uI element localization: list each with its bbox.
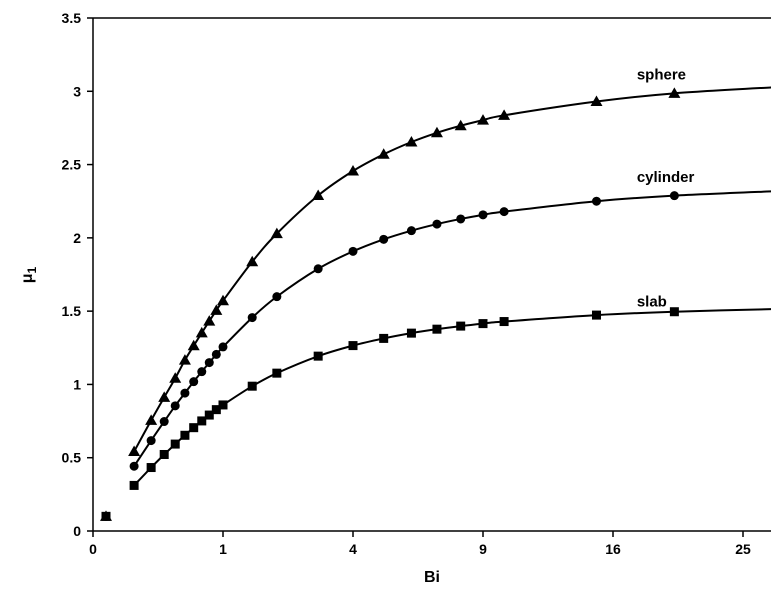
- data-point-cylinder: [159, 417, 169, 427]
- data-point-sphere: [312, 189, 325, 200]
- data-point-sphere: [128, 445, 141, 457]
- data-point-cylinder: [197, 367, 207, 377]
- data-point-sphere: [347, 165, 359, 176]
- y-tick-label: 3.5: [62, 10, 82, 26]
- x-ticks: 0 1 4 9 16 25: [89, 531, 751, 557]
- data-point-sphere: [169, 372, 182, 383]
- data-point-sphere: [158, 391, 171, 402]
- data-point-sphere: [210, 304, 223, 315]
- y-axis-title: μ1: [19, 266, 39, 283]
- data-point-slab: [159, 449, 169, 459]
- series-lines: [133, 86, 771, 487]
- data-point-slab: [313, 351, 323, 361]
- data-point-cylinder: [591, 196, 601, 206]
- data-point-cylinder: [432, 219, 442, 229]
- data-point-cylinder: [146, 436, 156, 446]
- plot-area: [92, 17, 771, 532]
- data-point-slab: [499, 317, 509, 327]
- data-point-sphere: [187, 339, 200, 351]
- y-ticks: 0 0.5 1 1.5 2 2.5 3 3.5: [62, 10, 93, 539]
- data-point-slab: [348, 341, 358, 351]
- data-point-cylinder: [189, 377, 199, 387]
- y-tick-label: 0: [73, 523, 81, 539]
- y-tick-label: 2.5: [62, 157, 82, 173]
- data-point-slab: [247, 381, 257, 391]
- data-point-sphere: [270, 227, 283, 239]
- x-tick-label: 25: [735, 541, 751, 557]
- series-line-slab: [133, 308, 771, 487]
- x-tick-label: 4: [349, 541, 357, 557]
- x-tick-label: 0: [89, 541, 97, 557]
- data-point-cylinder: [313, 264, 323, 274]
- data-point-sphere: [178, 354, 191, 365]
- data-point-cylinder: [379, 234, 389, 244]
- data-point-sphere: [195, 326, 208, 338]
- x-tick-label: 9: [479, 541, 487, 557]
- data-point-slab: [669, 307, 679, 317]
- data-point-slab: [204, 410, 214, 420]
- data-point-slab: [379, 333, 389, 343]
- y-tick-label: 1: [73, 376, 81, 392]
- data-point-slab: [189, 423, 199, 433]
- data-point-sphere: [217, 294, 229, 306]
- data-point-cylinder: [247, 313, 257, 323]
- data-point-slab: [456, 321, 466, 331]
- series-label-cylinder: cylinder: [637, 169, 695, 186]
- data-point-cylinder: [456, 214, 466, 224]
- data-point-cylinder: [180, 388, 190, 398]
- data-point-sphere: [454, 119, 467, 131]
- data-point-slab: [129, 480, 139, 490]
- data-point-sphere: [668, 87, 681, 98]
- data-point-cylinder: [348, 246, 358, 256]
- data-point-sphere: [377, 148, 390, 159]
- data-point-cylinder: [406, 226, 416, 236]
- y-tick-label: 2: [73, 230, 81, 246]
- x-axis-title: Bi: [424, 569, 440, 586]
- data-point-slab: [272, 368, 282, 378]
- data-point-slab: [591, 310, 601, 320]
- data-point-sphere: [477, 114, 489, 125]
- data-point-cylinder: [218, 342, 228, 352]
- data-point-sphere: [430, 126, 443, 138]
- data-point-slab: [211, 405, 221, 415]
- data-point-slab: [146, 463, 156, 473]
- data-point-cylinder: [129, 461, 139, 471]
- data-point-slab: [170, 439, 180, 449]
- y-axis-title-sub: 1: [25, 266, 39, 273]
- y-tick-label: 3: [73, 83, 81, 99]
- data-point-sphere: [145, 414, 158, 425]
- y-tick-label: 0.5: [62, 450, 82, 466]
- data-point-cylinder: [272, 292, 282, 302]
- x-tick-label: 1: [219, 541, 227, 557]
- data-point-cylinder: [478, 210, 488, 220]
- data-point-slab: [432, 324, 442, 334]
- data-point-sphere: [246, 255, 259, 267]
- data-point-slab: [406, 328, 416, 338]
- series-line-sphere: [133, 86, 771, 453]
- series-markers: [100, 87, 681, 521]
- data-point-slab: [478, 319, 488, 329]
- series-line-cylinder: [133, 190, 771, 467]
- annotations: sphere cylinder slab: [637, 67, 695, 311]
- data-point-sphere: [405, 135, 418, 147]
- data-point-sphere: [203, 315, 216, 326]
- series-label-sphere: sphere: [637, 67, 686, 84]
- data-point-cylinder: [204, 358, 214, 368]
- data-point-slab: [180, 430, 190, 440]
- x-tick-label: 16: [605, 541, 621, 557]
- data-point-cylinder: [170, 401, 180, 411]
- y-tick-label: 1.5: [62, 303, 82, 319]
- data-point-sphere: [498, 109, 511, 120]
- series-label-slab: slab: [637, 294, 667, 311]
- data-point-slab: [101, 511, 111, 521]
- y-axis-title-main: μ: [19, 273, 36, 283]
- data-point-cylinder: [499, 207, 509, 217]
- data-point-slab: [197, 416, 207, 426]
- data-point-cylinder: [211, 349, 221, 359]
- data-point-sphere: [590, 95, 603, 107]
- data-point-cylinder: [669, 191, 679, 201]
- data-point-slab: [218, 400, 228, 410]
